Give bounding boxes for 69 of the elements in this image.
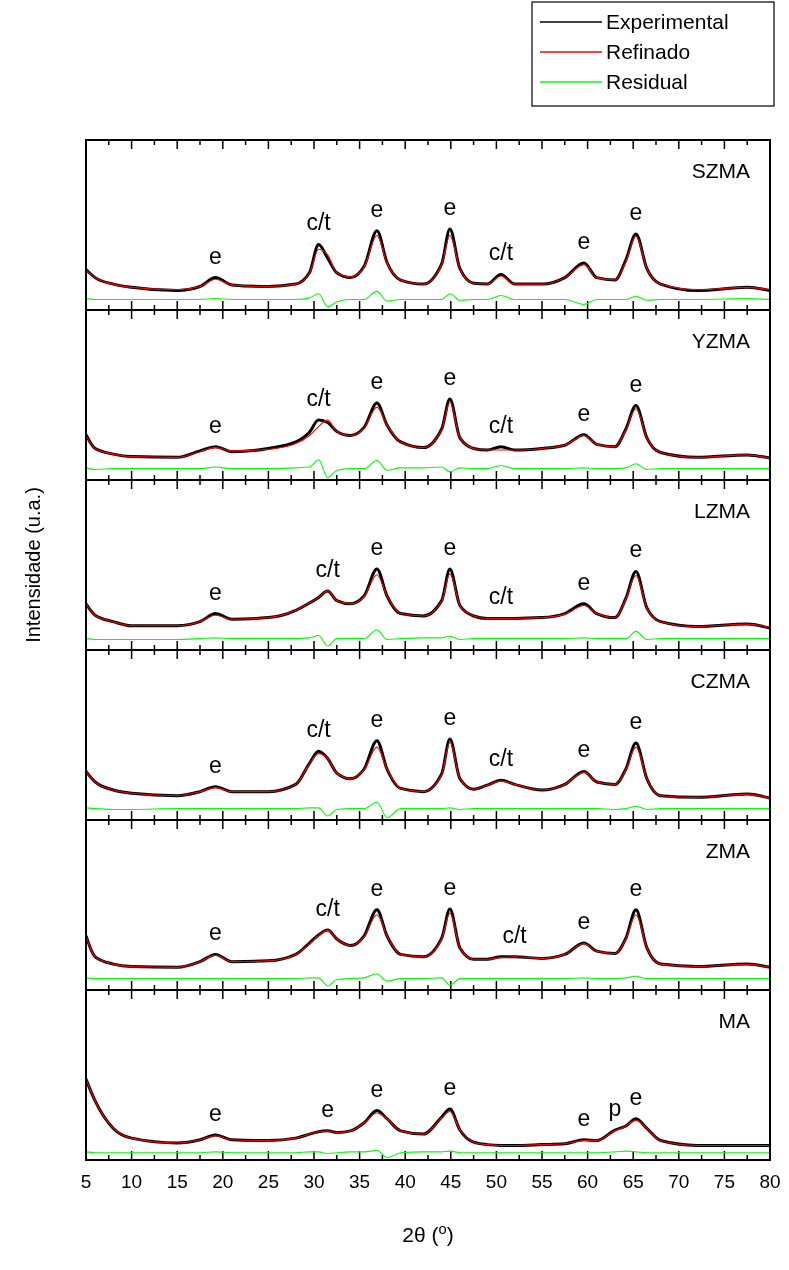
chart-title: CZMA (690, 669, 750, 692)
x-axis-title: 2θ ($^{o}$) (402, 1221, 454, 1246)
annotation: c/t (315, 895, 341, 922)
annotation: e (321, 1095, 335, 1122)
annotation: e (577, 228, 591, 255)
annotation: e (443, 1074, 457, 1100)
annotation: e (629, 1083, 643, 1110)
annotation: e (443, 534, 457, 561)
x-tick-label: 50 (485, 1171, 507, 1192)
annotation: c/t (306, 385, 332, 412)
annotation: e (443, 704, 457, 731)
annotation: c/t (488, 411, 514, 438)
x-tick-label: 5 (80, 1171, 92, 1192)
legend-label: Residual (606, 70, 688, 94)
annotation: e (370, 534, 384, 561)
y-axis-title: Intensidade (u.a.) (22, 487, 44, 643)
x-tick-label: 70 (668, 1171, 690, 1192)
annotation: e (443, 364, 457, 391)
chart-title: ZMA (705, 839, 750, 862)
annotation: e (577, 568, 591, 595)
annotation: e (209, 919, 222, 946)
annotation: c/t (502, 921, 528, 948)
x-tick-label: 40 (394, 1171, 416, 1192)
x-tick-label: 30 (303, 1171, 325, 1192)
annotation: e (629, 874, 643, 901)
annotation: e (629, 536, 643, 563)
annotation: e (577, 736, 591, 763)
annotation: e (577, 399, 591, 426)
x-tick-label: 15 (166, 1171, 188, 1192)
x-tick-label: 80 (759, 1171, 781, 1192)
x-tick-label: 20 (212, 1171, 234, 1192)
annotation: e (629, 198, 643, 225)
annotation: e (209, 578, 222, 605)
annotation: c/t (306, 209, 332, 236)
annotation: e (629, 370, 643, 397)
annotation: e (209, 1099, 222, 1126)
annotation: e (370, 195, 384, 222)
annotation: e (370, 874, 384, 901)
annotation: e (443, 874, 457, 901)
chart-title: YZMA (691, 329, 750, 352)
annotation: c/t (488, 583, 514, 610)
annotation: c/t (306, 716, 332, 743)
x-tick-label: 10 (121, 1171, 143, 1192)
legend-label: Refinado (606, 40, 691, 64)
annotation: e (577, 1104, 591, 1131)
annotation: e (370, 368, 384, 395)
annotation: e (370, 705, 384, 732)
annotation: e (629, 708, 643, 735)
legend-label: Experimental (606, 10, 729, 34)
annotation: c/t (488, 745, 514, 772)
chart-title: MA (718, 1009, 750, 1032)
annotation: p (608, 1095, 622, 1122)
annotation: e (577, 908, 591, 935)
annotation: e (443, 194, 457, 221)
x-tick-label: 55 (531, 1171, 553, 1192)
annotation: c/t (488, 239, 514, 266)
x-tick-label: 25 (257, 1171, 279, 1192)
annotation: e (370, 1075, 384, 1102)
chart-title: LZMA (693, 499, 750, 522)
annotation: c/t (315, 555, 341, 582)
annotation: e (209, 751, 222, 778)
x-tick-label: 65 (622, 1171, 644, 1192)
x-tick-label: 75 (713, 1171, 735, 1192)
x-tick-label: 60 (577, 1171, 599, 1192)
chart-title: SZMA (691, 159, 750, 182)
x-tick-label: 45 (440, 1171, 462, 1192)
annotation: e (209, 411, 222, 438)
x-tick-label: 35 (349, 1171, 371, 1192)
annotation: e (209, 242, 222, 269)
